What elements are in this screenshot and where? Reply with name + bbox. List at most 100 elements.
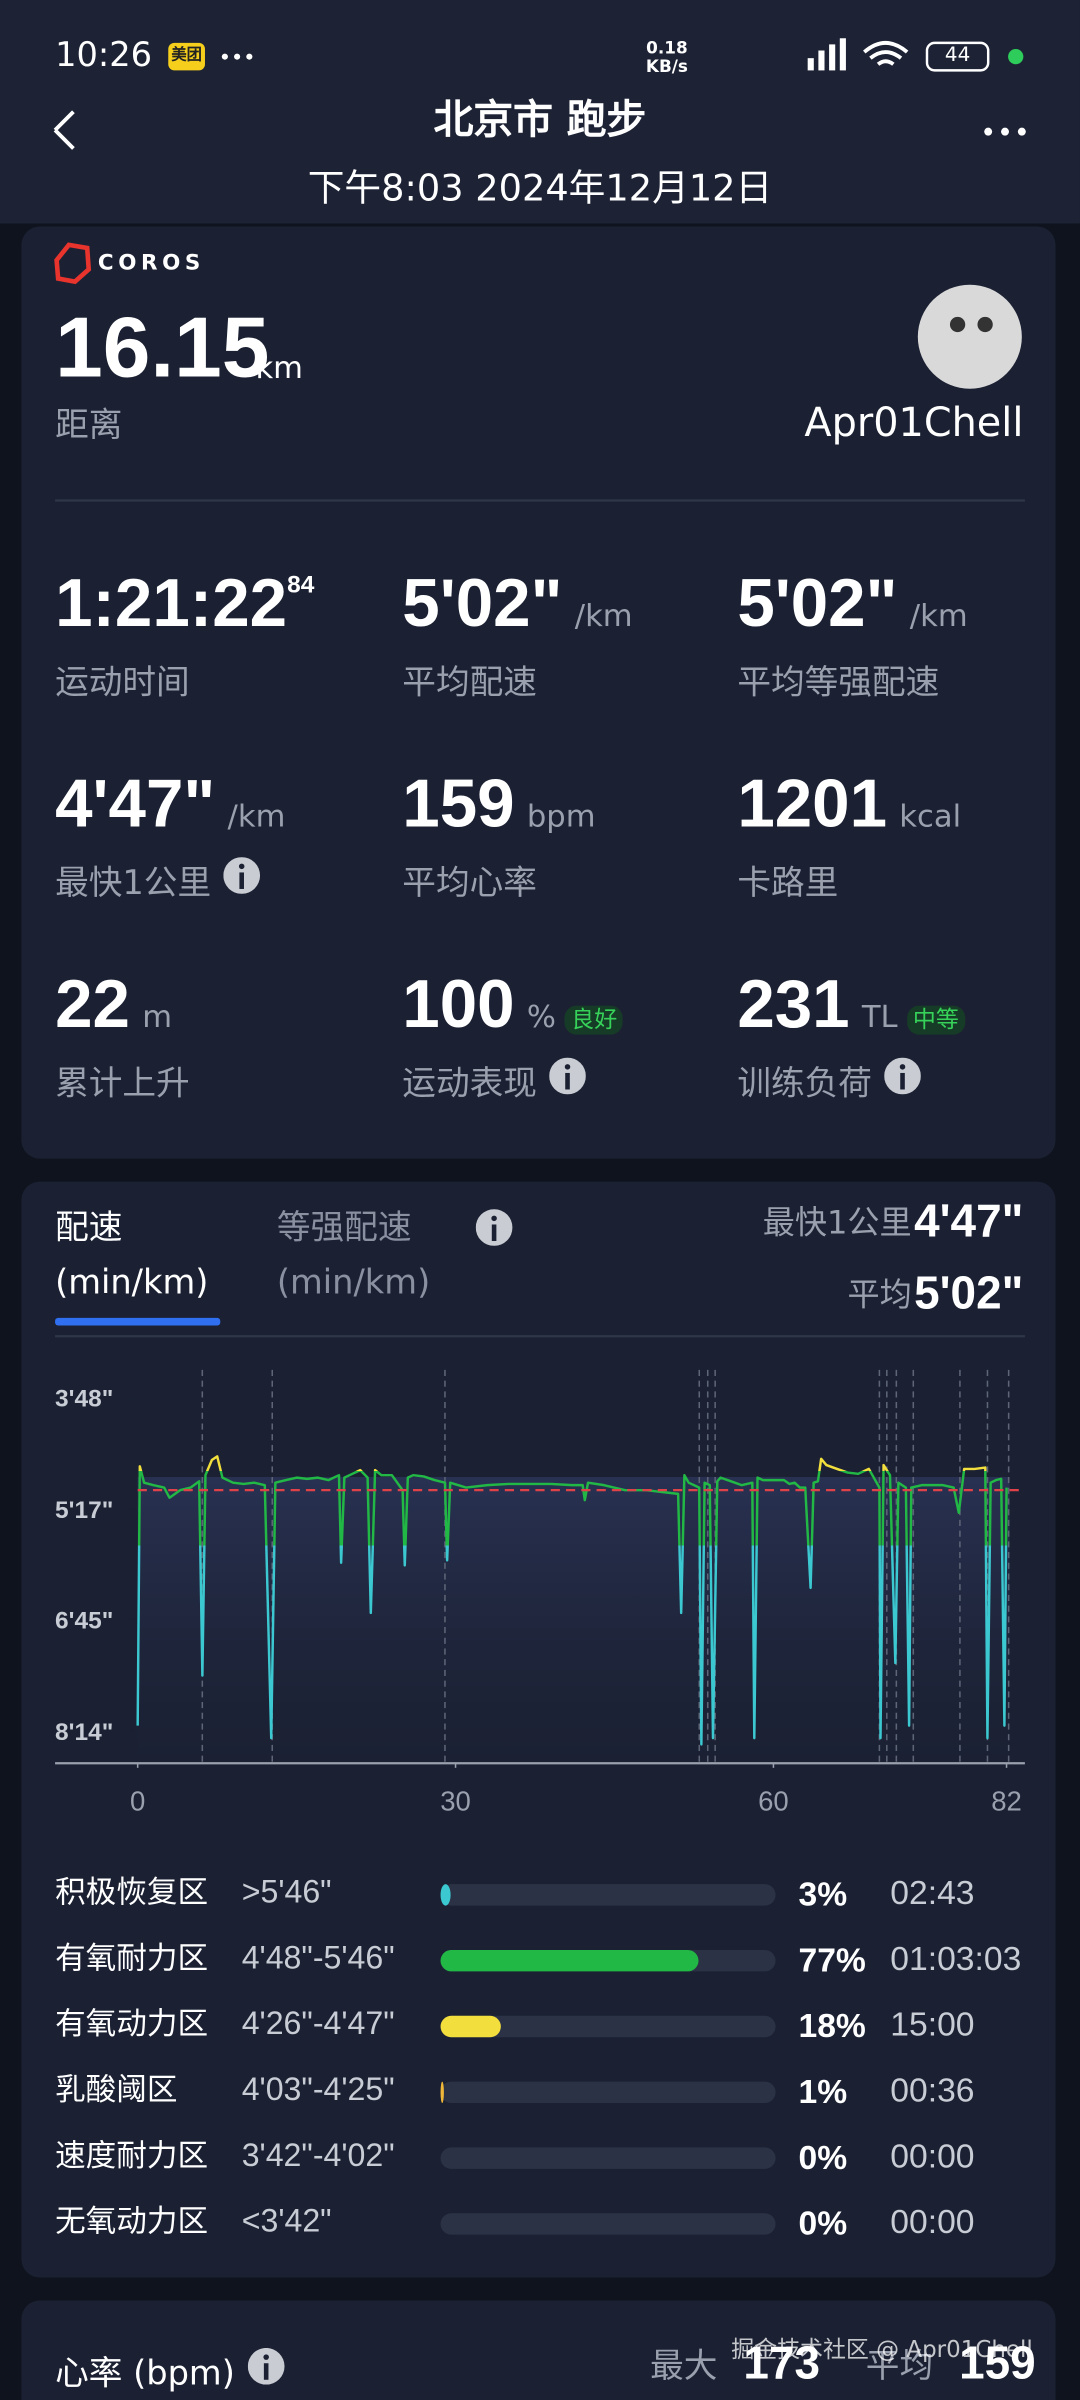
zone-time: 00:00: [890, 2136, 975, 2175]
stat-badge: 良好: [565, 1005, 624, 1035]
stat-value-row: 1:21:22 84: [55, 566, 314, 643]
zone-range: 4'26"-4'47": [241, 2006, 395, 2042]
info-icon-stem: [900, 1072, 905, 1090]
stat-label: 训练负荷: [737, 1065, 872, 1104]
more-button[interactable]: [984, 127, 1026, 136]
back-button[interactable]: [53, 110, 75, 150]
zone-time: 01:03:03: [890, 1939, 1022, 1978]
fastest-value: 4'47": [914, 1196, 1024, 1248]
info-icon-dot: [564, 1064, 571, 1070]
stat-label-row: 平均等强配速: [737, 655, 939, 704]
stat-label: 最快1公里: [55, 864, 212, 904]
stat-label: 平均心率: [402, 864, 537, 904]
summary-card: [21, 226, 1056, 1159]
heart-title-row: 心率 (bpm): [55, 2346, 284, 2395]
zone-bar: [440, 2015, 501, 2038]
info-icon-stem: [565, 1072, 570, 1090]
avatar[interactable]: [917, 284, 1022, 389]
zone-bar: [440, 1949, 699, 1972]
stat-value: 22: [55, 967, 130, 1043]
net-unit: KB/s: [645, 56, 688, 77]
tab-info: [463, 1209, 513, 1246]
info-icon-dot: [899, 1064, 906, 1070]
stat-label-row: 累计上升: [55, 1056, 190, 1105]
stat-label-row: 平均配速: [402, 655, 537, 704]
stat-label: 运动时间: [55, 664, 190, 703]
stat-unit: kcal: [899, 797, 962, 835]
zone-name: 乳酸阈区: [55, 2070, 178, 2108]
distance-label: 距离: [55, 407, 123, 446]
page-subtitle: 下午8:03 2024年12月12日: [307, 166, 773, 210]
zone-name: 积极恢复区: [55, 1873, 209, 1911]
heart-avg-label: 平均: [865, 2347, 934, 2387]
y-tick-label: 3'48": [55, 1386, 113, 1413]
stat-unit: /km: [574, 596, 633, 634]
info-icon[interactable]: [884, 1057, 921, 1095]
stat-value: 5'02": [402, 566, 563, 642]
zone-name: 有氧动力区: [55, 2005, 209, 2042]
zone-time: 00:36: [890, 2070, 975, 2110]
stat-unit: /km: [227, 797, 286, 835]
info-icon[interactable]: [223, 857, 261, 894]
zone-percent: 0%: [798, 2138, 848, 2177]
y-tick-label: 5'17": [55, 1497, 113, 1524]
pace-line: [136, 1455, 1008, 1746]
heart-card: [21, 2300, 1056, 2400]
wifi-icon: [863, 40, 909, 66]
stat-value-row: 22 m: [55, 967, 172, 1044]
x-tick-label: 0: [130, 1786, 145, 1817]
info-icon[interactable]: [549, 1057, 586, 1095]
average-value: 5'02": [914, 1268, 1024, 1320]
battery-level: 44: [944, 44, 971, 68]
header-bg: [0, 0, 1080, 224]
stat-value: 5'02": [737, 566, 898, 642]
watermark: 掘金技术社区 @ Apr01Chell: [731, 2335, 1033, 2364]
tab-title[interactable]: 配速: [55, 1209, 123, 1248]
plot-shade: [137, 1477, 1010, 1764]
zone-track: [440, 2081, 776, 2104]
stat-value-row: 5'02" /km: [402, 566, 632, 643]
net-speed: 0.18: [646, 38, 688, 59]
stat-value-row: 5'02" /km: [737, 566, 967, 643]
zone-bar: [440, 2081, 444, 2104]
stat-value: 1201: [737, 766, 888, 842]
stat-label-row: 卡路里: [737, 856, 838, 905]
stat-unit: m: [142, 997, 172, 1035]
zone-track: [440, 1884, 776, 1906]
stat-label: 运动表现: [402, 1065, 537, 1104]
stat-sup: 84: [287, 572, 315, 599]
info-icon-dot: [491, 1215, 497, 1222]
zone-range: >5'46": [241, 1874, 332, 1911]
stat-unit: bpm: [526, 797, 596, 835]
stat-label: 累计上升: [55, 1065, 190, 1104]
info-icon[interactable]: [475, 1209, 513, 1246]
y-tick-label: 8'14": [55, 1719, 113, 1746]
zone-percent: 18%: [798, 2006, 866, 2045]
tab-title[interactable]: 等强配速: [276, 1209, 412, 1248]
heart-max-label: 最大: [650, 2347, 718, 2387]
zone-name: 速度耐力区: [55, 2136, 209, 2174]
zone-name: 有氧耐力区: [55, 1939, 209, 1977]
x-tick-label: 82: [991, 1786, 1022, 1817]
x-tick-label: 30: [440, 1786, 471, 1817]
stat-value-row: 231 TL 中等: [737, 967, 965, 1044]
stat-value-row: 100% 良好: [402, 967, 624, 1044]
stat-value-row: 4'47" /km: [55, 767, 285, 844]
info-icon-stem: [491, 1224, 497, 1242]
status-dots: [221, 53, 253, 60]
average-label: 平均: [847, 1276, 912, 1314]
info-icon[interactable]: [247, 2347, 284, 2385]
heart-avg: 159: [959, 2338, 1036, 2390]
stat-label: 平均配速: [402, 664, 537, 703]
battery-icon: [925, 41, 990, 72]
brand-logo: [54, 242, 92, 285]
stat-label: 平均等强配速: [737, 664, 940, 703]
info-icon-dot: [238, 863, 245, 870]
status-dot: [1008, 48, 1024, 65]
app-badge: 美团: [168, 42, 205, 71]
zone-range: 4'48"-5'46": [241, 1940, 395, 1977]
stat-value: 159: [402, 766, 515, 842]
stat-value: 1:21:22: [55, 566, 288, 642]
